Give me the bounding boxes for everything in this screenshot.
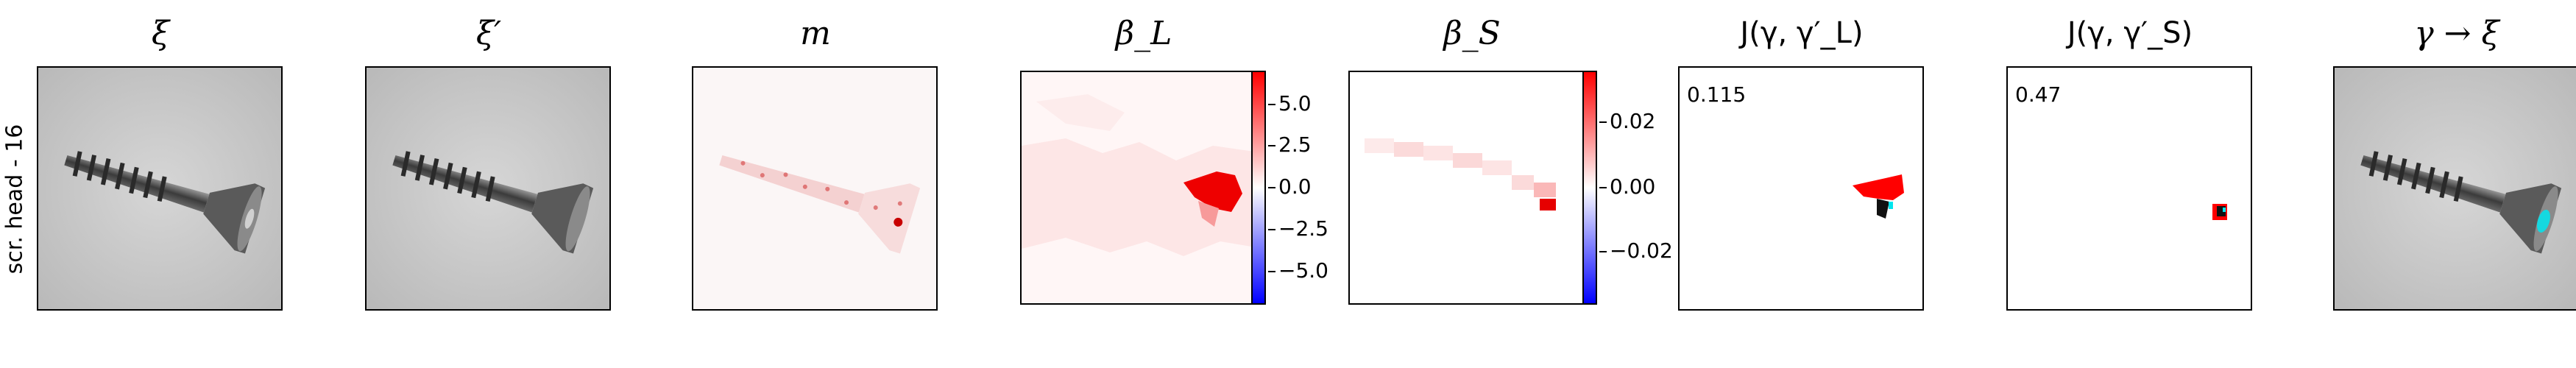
colorbar-beta-s-tick: 0.00 <box>1599 174 1656 199</box>
screw-image <box>367 68 609 309</box>
beta-l-map <box>1020 71 1266 305</box>
beta-l-heatmap <box>1022 72 1264 303</box>
screw-image-overlay <box>2335 68 2576 309</box>
beta-s-map <box>1348 71 1584 305</box>
panel-title-xi: ξ <box>151 15 170 52</box>
image-xi-prime <box>365 66 611 311</box>
panel-title-beta-s: β_S <box>1443 15 1501 52</box>
jaccard-l-map: 0.115 <box>1678 66 1924 311</box>
colorbar-beta-l-tick: 5.0 <box>1268 91 1312 116</box>
colorbar-beta-l <box>1251 71 1266 305</box>
mask-map <box>692 66 938 311</box>
jaccard-l-value: 0.115 <box>1687 82 1747 107</box>
jaccard-s-value: 0.47 <box>2015 82 2062 107</box>
colorbar-beta-s-tick: −0.02 <box>1599 238 1673 263</box>
image-gamma-to-xi <box>2333 66 2576 311</box>
panel-title-gamma-to-xi: γ → ξ <box>2414 15 2499 52</box>
panel-title-m: m <box>800 15 831 52</box>
image-xi <box>37 66 283 311</box>
colorbar-beta-l-tick: 2.5 <box>1268 132 1312 157</box>
colorbar-beta-l-tick: −2.5 <box>1268 216 1328 241</box>
colorbar-beta-l-tick: 0.0 <box>1268 174 1312 199</box>
jaccard-s-overlay <box>2212 204 2227 220</box>
beta-s-heatmap <box>1350 72 1582 303</box>
panel-title-beta-l: β_L <box>1115 15 1172 52</box>
row-label: scr. head - 16 <box>1 124 28 274</box>
panel-title-jaccard-s: J(γ, γ′_S) <box>2067 16 2193 50</box>
panel-title-xi-prime: ξ′ <box>475 15 502 52</box>
colorbar-beta-l-tick: −5.0 <box>1268 258 1328 283</box>
mask-heatmap <box>693 68 936 309</box>
screw-image <box>38 68 281 309</box>
colorbar-beta-s-tick: 0.02 <box>1599 109 1656 133</box>
panel-title-jaccard-l: J(γ, γ′_L) <box>1740 16 1864 50</box>
colorbar-beta-s <box>1582 71 1597 305</box>
jaccard-l-overlay <box>1853 174 1904 219</box>
jaccard-s-map: 0.47 <box>2006 66 2252 311</box>
